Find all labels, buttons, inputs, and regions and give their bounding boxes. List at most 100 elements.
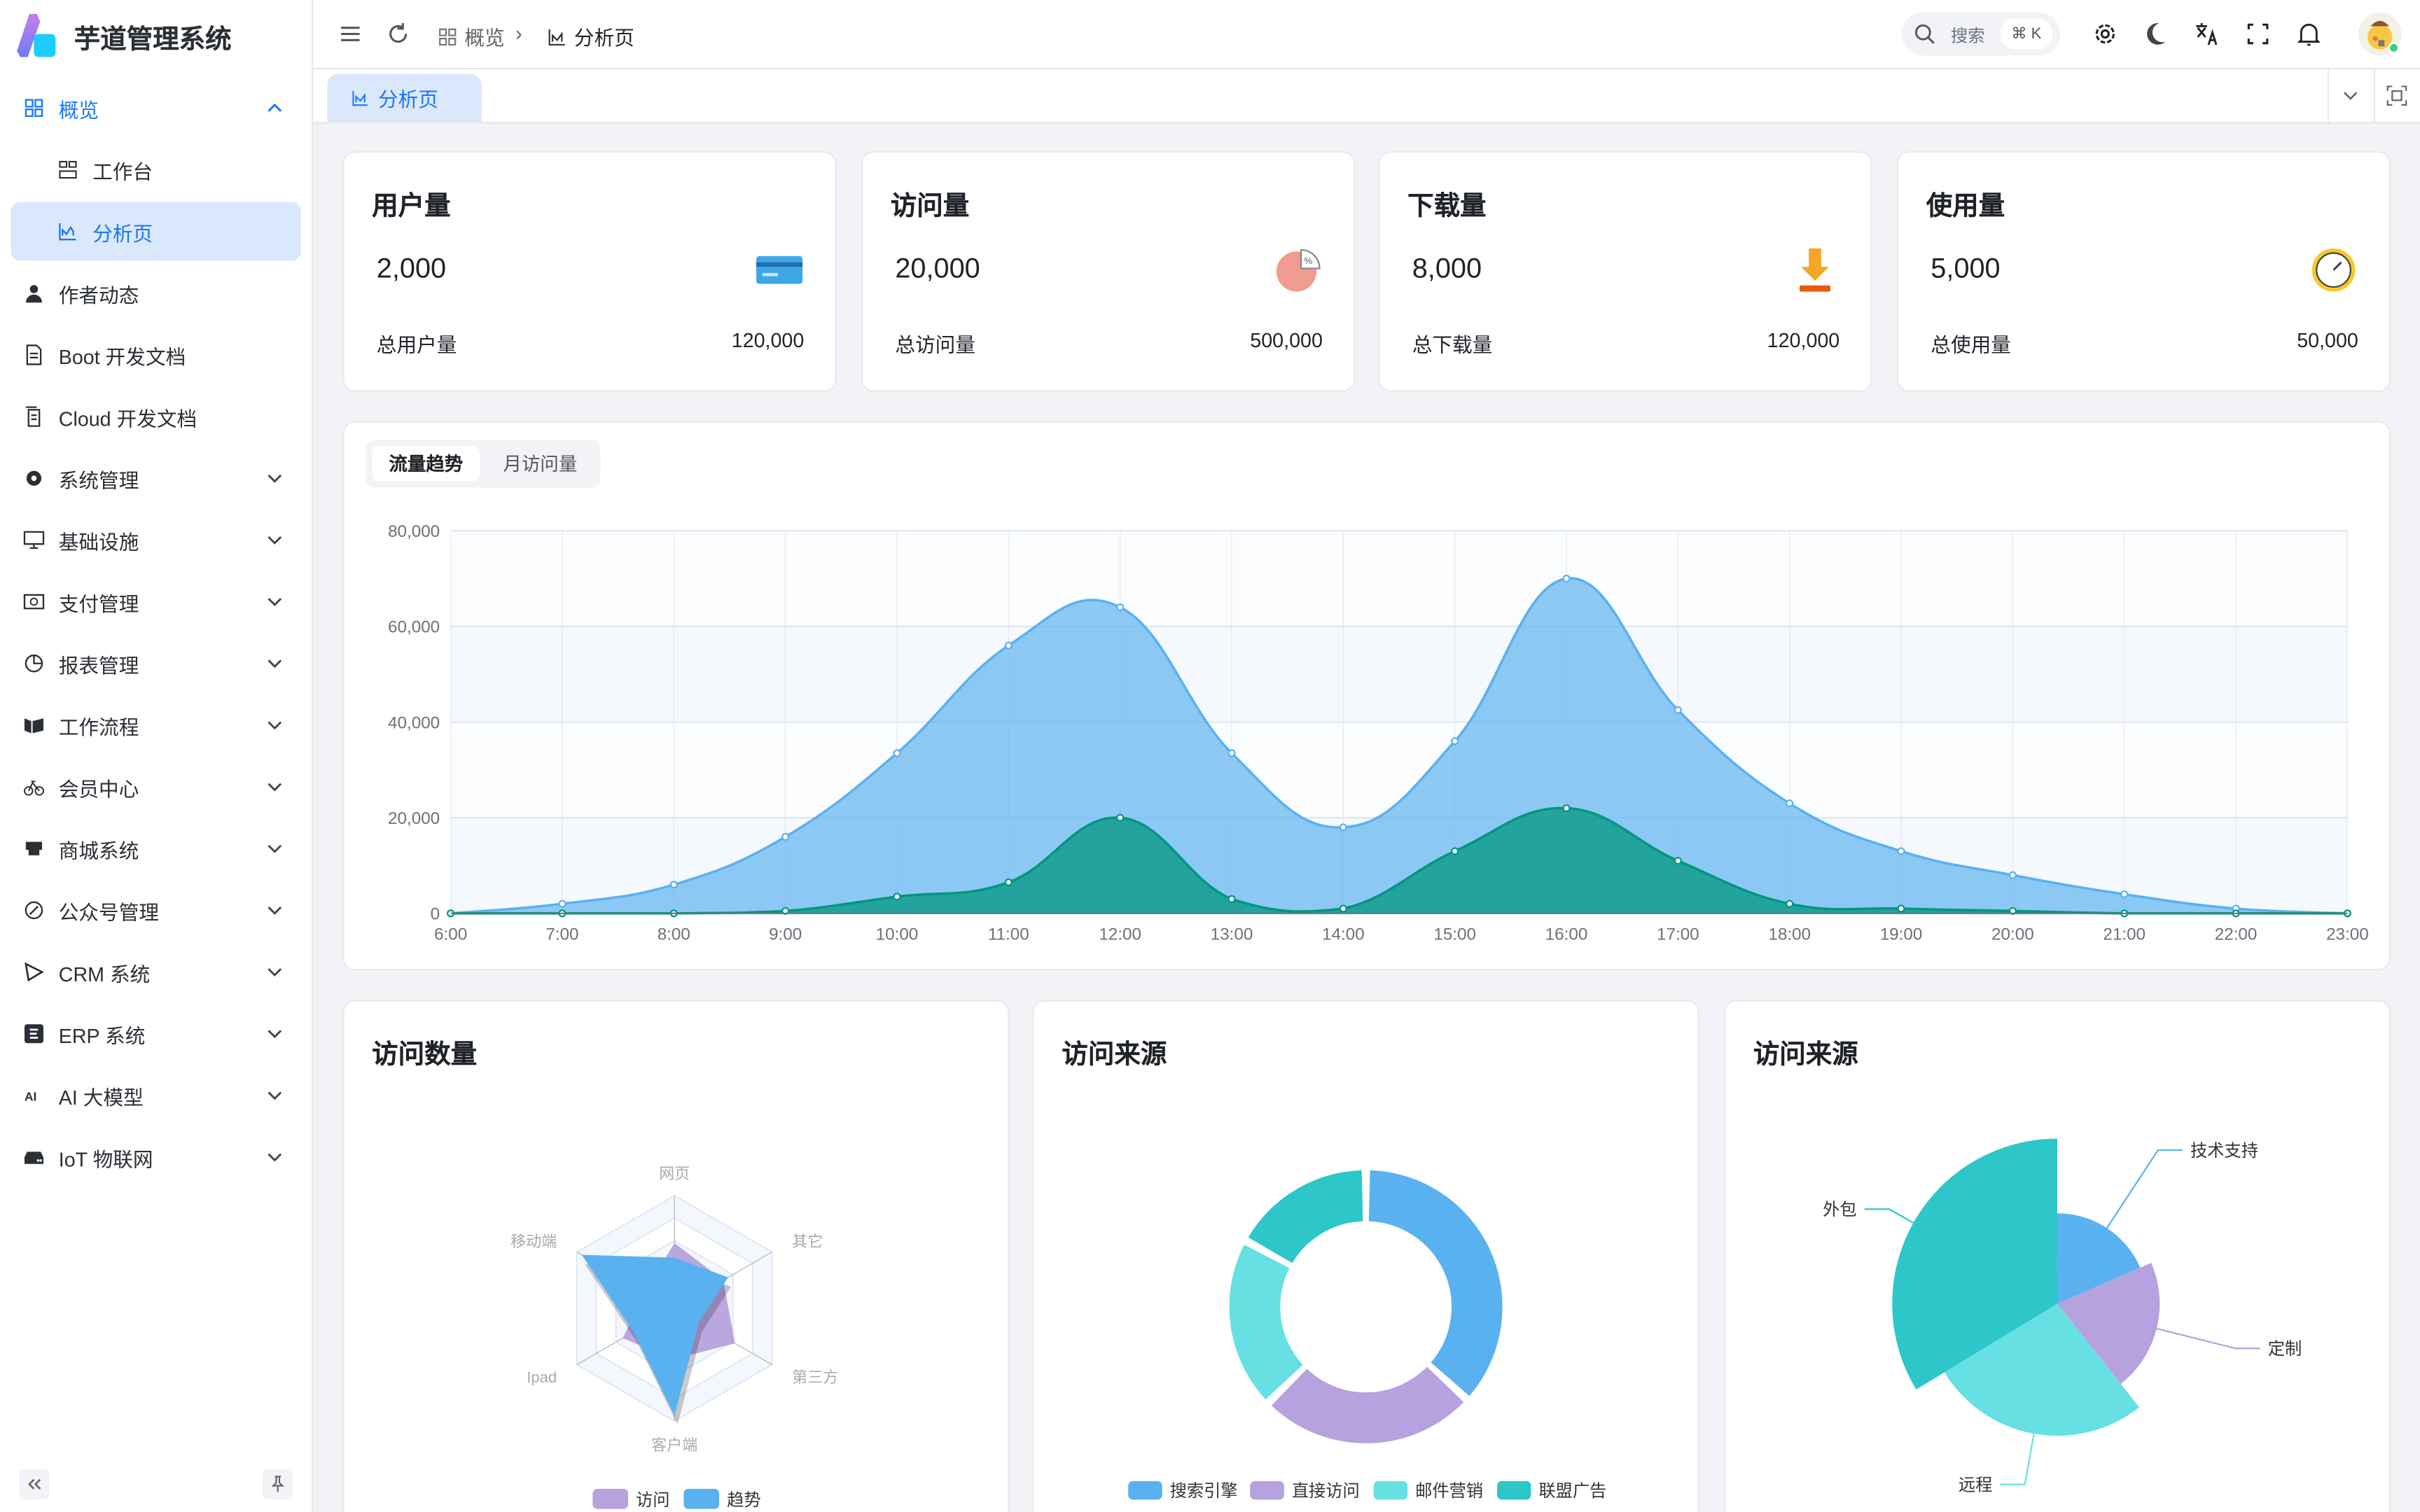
pin-sidebar-button[interactable] xyxy=(262,1469,293,1500)
translate-icon[interactable] xyxy=(2193,20,2221,48)
avatar[interactable] xyxy=(2358,12,2402,56)
bell-icon[interactable] xyxy=(2295,20,2323,48)
series-1-point[interactable] xyxy=(1116,813,1125,822)
legend-label[interactable]: 趋势 xyxy=(727,1491,760,1510)
svg-text:AI: AI xyxy=(25,1090,36,1104)
chevron-down-icon[interactable] xyxy=(264,838,286,860)
sidebar-item-payment[interactable]: 支付管理 xyxy=(11,573,300,631)
sidebar-item-workflow[interactable]: 工作流程 xyxy=(11,696,300,755)
sidebar-item-server[interactable]: IoT 物联网 xyxy=(11,1128,300,1186)
menu-toggle-icon[interactable] xyxy=(336,20,364,48)
double-chevron-left-icon xyxy=(28,1478,41,1490)
sidebar-item-monitor[interactable]: 基础设施 xyxy=(11,511,300,570)
series-1-point[interactable] xyxy=(1674,857,1682,865)
chevron-down-icon[interactable] xyxy=(264,1147,286,1168)
ai-icon: AI xyxy=(22,1083,46,1107)
chevron-down-icon[interactable] xyxy=(264,468,286,489)
series-0-point[interactable] xyxy=(1228,749,1236,757)
series-0-point[interactable] xyxy=(669,881,678,889)
legend-swatch[interactable] xyxy=(592,1488,629,1509)
tab-traffic-trend[interactable]: 流量趋势 xyxy=(372,445,480,482)
series-1-point[interactable] xyxy=(1897,904,1905,913)
series-0-point[interactable] xyxy=(893,749,901,757)
refresh-icon[interactable] xyxy=(384,20,412,48)
series-1-point[interactable] xyxy=(1562,804,1571,813)
series-0-point[interactable] xyxy=(1004,641,1013,650)
legend-label[interactable]: 邮件营销 xyxy=(1415,1482,1483,1501)
sidebar-item-area-chart[interactable]: 分析页 xyxy=(11,202,301,261)
legend-swatch[interactable] xyxy=(683,1488,720,1509)
radar-series-1[interactable] xyxy=(581,1254,728,1415)
legend-swatch[interactable] xyxy=(1496,1480,1531,1500)
moon-icon[interactable] xyxy=(2142,20,2170,48)
sidebar-item-bicycle[interactable]: 会员中心 xyxy=(11,757,300,816)
series-1-point[interactable] xyxy=(1228,895,1236,903)
rose-slice[interactable] xyxy=(1892,1138,2058,1390)
chevron-down-icon[interactable] xyxy=(264,961,286,983)
sidebar-item-workbench[interactable]: 工作台 xyxy=(11,141,300,200)
sidebar-item-user[interactable]: 作者动态 xyxy=(11,264,300,323)
sidebar-item-crm[interactable]: CRM 系统 xyxy=(11,943,300,1002)
series-0-point[interactable] xyxy=(1786,799,1794,808)
donut-slice[interactable] xyxy=(1367,1168,1504,1398)
rose-slice[interactable] xyxy=(2057,1213,2141,1304)
chevron-up-icon[interactable] xyxy=(264,97,286,119)
tab-monthly-visits[interactable]: 月访问量 xyxy=(503,453,578,475)
series-0-point[interactable] xyxy=(558,899,566,908)
series-0-point[interactable] xyxy=(1451,737,1459,746)
series-0-point[interactable] xyxy=(781,832,790,841)
tab-analytics[interactable]: 分析页 xyxy=(327,74,482,122)
series-0-point[interactable] xyxy=(1562,575,1571,583)
donut-slice[interactable] xyxy=(1228,1242,1305,1402)
donut-slice[interactable] xyxy=(1246,1168,1365,1265)
legend-label[interactable]: 访问 xyxy=(636,1491,669,1510)
series-0-point[interactable] xyxy=(2008,871,2017,879)
series-1-point[interactable] xyxy=(893,892,901,901)
chevron-down-icon[interactable] xyxy=(264,591,286,612)
tabs-dropdown-icon[interactable] xyxy=(2342,86,2360,104)
card-icon xyxy=(755,245,805,295)
sidebar-item-document[interactable]: Boot 开发文档 xyxy=(11,326,300,384)
breadcrumb-item-overview[interactable]: 概览 xyxy=(437,22,505,51)
chevron-down-icon[interactable] xyxy=(264,652,286,674)
series-0-point[interactable] xyxy=(1674,706,1682,714)
series-0-point[interactable] xyxy=(1339,823,1347,832)
chevron-down-icon[interactable] xyxy=(264,899,286,921)
chevron-down-icon[interactable] xyxy=(264,529,286,551)
legend-label[interactable]: 搜索引擎 xyxy=(1170,1482,1238,1501)
legend-swatch[interactable] xyxy=(1128,1480,1162,1500)
series-1-point[interactable] xyxy=(1786,899,1794,908)
legend-swatch[interactable] xyxy=(1373,1480,1408,1500)
sidebar-item-compass[interactable]: 公众号管理 xyxy=(11,881,300,940)
sidebar-item-dashboard[interactable]: 概览 xyxy=(11,78,300,137)
fullscreen-icon[interactable] xyxy=(2244,20,2272,48)
legend-label[interactable]: 直接访问 xyxy=(1292,1482,1360,1501)
chevron-down-icon[interactable] xyxy=(264,714,286,736)
collapse-sidebar-button[interactable] xyxy=(18,1469,50,1500)
legend-swatch[interactable] xyxy=(1250,1480,1284,1500)
series-0-point[interactable] xyxy=(1897,847,1905,855)
sidebar-item-gear[interactable]: 系统管理 xyxy=(11,449,300,507)
chevron-down-icon[interactable] xyxy=(264,776,286,798)
sidebar-item-erp[interactable]: ERP 系统 xyxy=(11,1004,300,1063)
series-1-point[interactable] xyxy=(1004,878,1013,886)
series-0-point[interactable] xyxy=(2120,890,2129,898)
sidebar-item-documents[interactable]: Cloud 开发文档 xyxy=(11,387,300,446)
series-0-point[interactable] xyxy=(1116,603,1125,612)
legend-label[interactable]: 联盟广告 xyxy=(1538,1482,1606,1501)
rose-slice[interactable] xyxy=(1944,1303,2140,1436)
search-placeholder: 搜索 xyxy=(1950,27,1985,47)
maximize-content-icon[interactable] xyxy=(2386,85,2408,106)
donut-slice[interactable] xyxy=(1270,1364,1466,1446)
series-1-point[interactable] xyxy=(1451,847,1459,855)
sidebar-item-shop[interactable]: 商城系统 xyxy=(11,819,300,878)
series-1-point[interactable] xyxy=(1339,904,1347,913)
rose-slice[interactable] xyxy=(2057,1263,2160,1385)
breadcrumb-item-analytics[interactable]: 分析页 xyxy=(546,22,634,51)
sidebar-item-ai[interactable]: AI AI 大模型 xyxy=(11,1066,300,1125)
chevron-down-icon[interactable] xyxy=(264,1023,286,1044)
sidebar-item-pie-chart[interactable]: 报表管理 xyxy=(11,634,300,693)
search-button[interactable]: 搜索 ⌘ K xyxy=(1901,12,2061,56)
gear-icon[interactable] xyxy=(2092,20,2120,48)
chevron-down-icon[interactable] xyxy=(264,1084,286,1106)
